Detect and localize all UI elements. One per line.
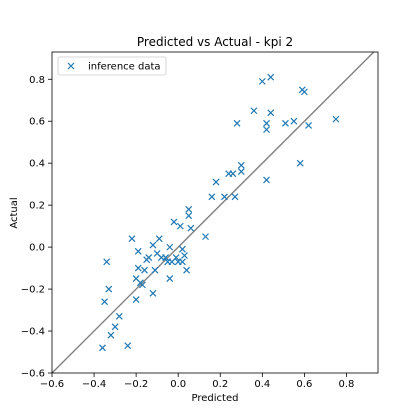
data-point [202,233,209,241]
data-point [185,205,193,213]
data-point [290,117,298,125]
data-point [103,258,111,266]
y-tick-label: 0.4 [29,159,45,170]
data-point [263,119,270,127]
data-point [115,312,123,320]
data-point [149,289,157,297]
data-point [231,193,239,201]
x-tick-label: −0.4 [82,379,106,390]
data-point [178,245,186,253]
x-tick-label: 0.0 [170,379,186,390]
x-axis-label: Predicted [192,393,239,404]
data-point [132,296,140,303]
data-point [105,285,113,293]
y-axis-label: Actual [9,197,20,228]
data-point [237,161,245,169]
data-point [134,247,142,255]
data-point [107,331,115,339]
x-tick-label: 0.2 [212,379,228,390]
data-point [151,266,159,274]
data-point [212,178,220,186]
reference-line [52,52,375,373]
data-point [162,254,169,262]
data-point [155,235,163,243]
chart-title: Predicted vs Actual - kpi 2 [137,35,293,49]
data-point [149,241,157,249]
data-point [101,298,109,306]
data-point [208,193,216,201]
y-tick-label: 0.8 [29,75,45,86]
data-point [263,126,270,134]
data-point [267,109,275,117]
data-point [258,77,266,85]
data-point [176,222,184,230]
data-point [305,122,313,129]
y-tick-label: 0.6 [29,117,45,128]
data-point [282,119,289,127]
legend-box [57,56,167,76]
data-point [229,170,237,178]
data-point [185,212,193,220]
legend-label: inference data [88,62,161,73]
data-point [134,264,142,272]
data-point [139,281,146,289]
data-point [181,252,188,259]
y-tick-label: −0.2 [21,285,45,296]
data-point [172,254,180,262]
data-point [99,344,106,352]
data-point [332,115,340,123]
data-point [237,168,245,176]
data-point [183,266,191,274]
data-point [166,243,174,251]
data-point [141,266,148,274]
plot-frame [51,51,379,374]
data-point [221,193,228,201]
data-point [250,107,258,115]
x-tick-label: 0.6 [296,379,312,390]
data-point [124,342,132,350]
data-point [300,88,308,96]
x-tick-label: −0.6 [40,379,64,390]
data-point [166,275,174,283]
y-tick-label: −0.4 [21,327,45,338]
data-point [178,258,186,266]
data-point [187,224,195,232]
data-point [145,254,153,262]
legend-marker [67,62,75,70]
data-point [128,235,136,243]
data-point [267,73,275,81]
plot-area: −0.6 −0.4 −0.2 0.0 0.2 0.4 0.6 0.8 −0.6 −0.4 −0.2 0… [21,51,379,390]
x-tick-label: −0.2 [124,379,148,390]
data-point [263,176,270,184]
data-point [233,119,241,127]
data-point [170,218,178,226]
y-tick-label: −0.6 [21,369,45,380]
y-tick-label: 0.0 [29,243,45,254]
y-tick-label: 0.2 [29,201,45,212]
data-point [296,159,304,167]
x-tick-label: 0.8 [338,379,354,390]
data-point [111,323,119,331]
x-tick-label: 0.4 [254,379,270,390]
